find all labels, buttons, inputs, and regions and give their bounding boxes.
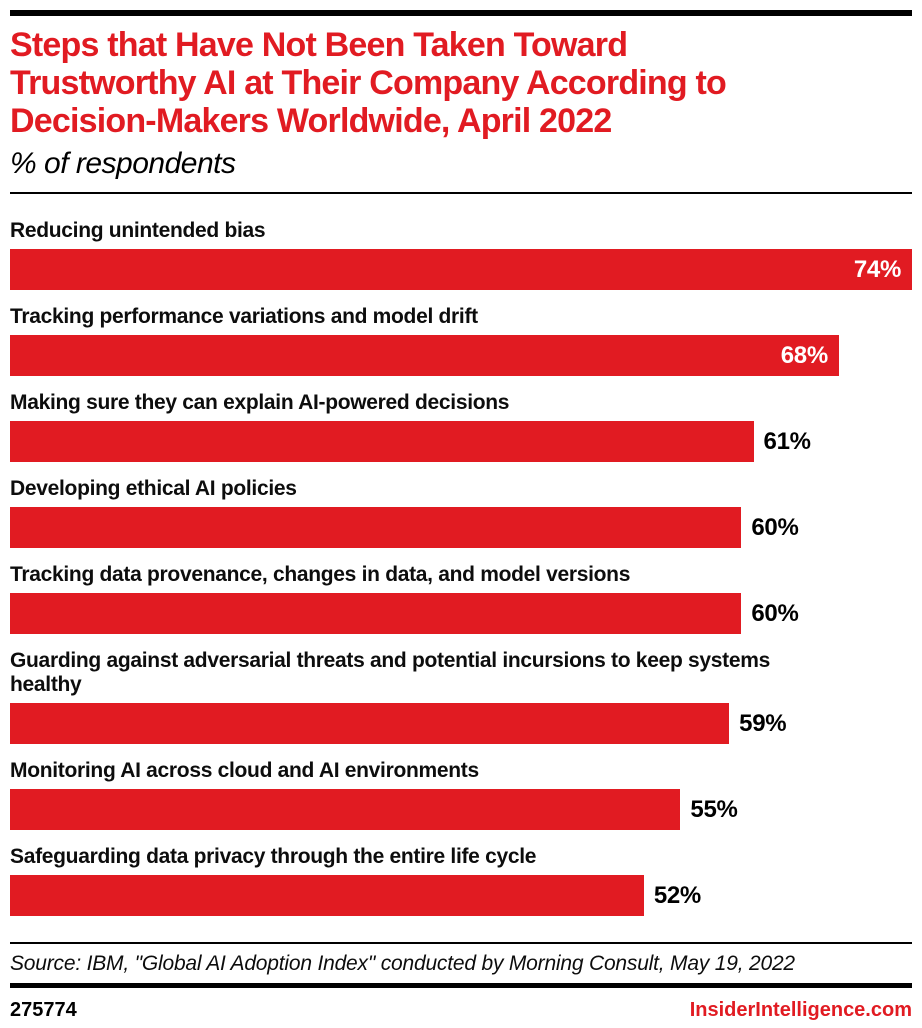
bar-track: 59% bbox=[10, 703, 912, 744]
bar-category-label: Making sure they can explain AI-powered … bbox=[10, 391, 510, 414]
bar-track: 55% bbox=[10, 789, 912, 830]
bar bbox=[10, 421, 754, 462]
bar-value-label-outside: 60% bbox=[751, 599, 799, 627]
bar: 74% bbox=[10, 249, 912, 290]
bar-value-label-inside: 74% bbox=[853, 255, 901, 283]
bar-track: 60% bbox=[10, 593, 912, 634]
bar-row: Safeguarding data privacy through the en… bbox=[10, 845, 912, 916]
bar bbox=[10, 875, 644, 916]
source-line: Source: IBM, "Global AI Adoption Index" … bbox=[10, 952, 795, 975]
bar-row: Monitoring AI across cloud and AI enviro… bbox=[10, 759, 912, 830]
chart-title: Steps that Have Not Been Taken Toward Tr… bbox=[10, 26, 912, 140]
bar-value-label-inside: 68% bbox=[780, 341, 828, 369]
bar-category-label: Tracking performance variations and mode… bbox=[10, 305, 478, 328]
bar-track: 61% bbox=[10, 421, 912, 462]
footer-rule bbox=[10, 983, 912, 988]
bar-category-label: Tracking data provenance, changes in dat… bbox=[10, 563, 631, 586]
bar-row: Making sure they can explain AI-powered … bbox=[10, 391, 912, 462]
chart-title-line-2: Trustworthy AI at Their Company Accordin… bbox=[10, 64, 727, 102]
bar bbox=[10, 507, 742, 548]
bar-row: Tracking performance variations and mode… bbox=[10, 305, 912, 376]
bar bbox=[10, 593, 742, 634]
chart-title-line-3: Decision-Makers Worldwide, April 2022 bbox=[10, 102, 612, 140]
bar-track: 60% bbox=[10, 507, 912, 548]
bar-category-label: Monitoring AI across cloud and AI enviro… bbox=[10, 759, 479, 782]
bar-row: Tracking data provenance, changes in dat… bbox=[10, 563, 912, 634]
bar-row: Developing ethical AI policies 60% bbox=[10, 477, 912, 548]
header-divider bbox=[10, 192, 912, 194]
bar-value-label-outside: 60% bbox=[751, 513, 799, 541]
bar-track: 68% bbox=[10, 335, 912, 376]
bar bbox=[10, 789, 681, 830]
bar-rows: Reducing unintended bias 74% Tracking pe… bbox=[10, 219, 912, 916]
site-link[interactable]: InsiderIntelligence.com bbox=[689, 999, 912, 1021]
source-divider bbox=[10, 942, 912, 944]
bar-value-label-outside: 52% bbox=[653, 881, 701, 909]
chart-subtitle: % of respondents bbox=[10, 147, 236, 180]
top-rule bbox=[10, 10, 912, 16]
bar-track: 74% bbox=[10, 249, 912, 290]
chart-id: 275774 bbox=[10, 999, 77, 1021]
bar-value-label-outside: 59% bbox=[739, 709, 787, 737]
bar-track: 52% bbox=[10, 875, 912, 916]
bar-value-label-outside: 55% bbox=[690, 795, 738, 823]
bar-category-label: Safeguarding data privacy through the en… bbox=[10, 845, 537, 868]
bar-category-label: Guarding against adversarial threats and… bbox=[10, 649, 770, 696]
bar-value-label-outside: 61% bbox=[763, 427, 811, 455]
bar: 68% bbox=[10, 335, 839, 376]
footer: 275774 InsiderIntelligence.com bbox=[10, 999, 912, 1022]
bar bbox=[10, 703, 730, 744]
bar-category-label: Developing ethical AI policies bbox=[10, 477, 297, 500]
bar-category-label: Reducing unintended bias bbox=[10, 219, 266, 242]
bar-row: Guarding against adversarial threats and… bbox=[10, 649, 912, 744]
chart-title-line-1: Steps that Have Not Been Taken Toward bbox=[10, 26, 628, 64]
chart-header: Steps that Have Not Been Taken Toward Tr… bbox=[10, 26, 912, 181]
bar-row: Reducing unintended bias 74% bbox=[10, 219, 912, 290]
